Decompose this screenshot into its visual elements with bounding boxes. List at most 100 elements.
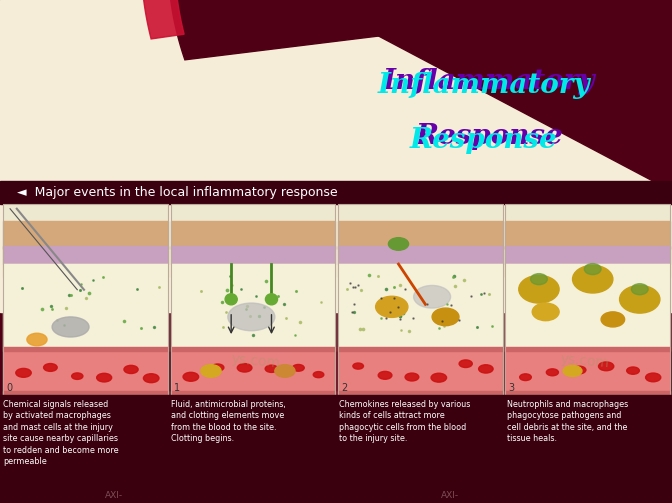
Ellipse shape [631,284,648,295]
Ellipse shape [275,365,295,377]
Text: ys.com: ys.com [230,352,281,370]
Bar [3,391,168,395]
Ellipse shape [620,286,660,313]
Ellipse shape [212,364,224,371]
Bar [171,221,335,249]
Ellipse shape [265,294,278,305]
Bar [171,391,335,395]
Ellipse shape [376,296,408,317]
Bar [3,204,168,395]
Bar [505,347,670,395]
Ellipse shape [44,364,57,371]
Ellipse shape [97,373,112,382]
Ellipse shape [292,365,304,371]
Text: Inflammatory: Inflammatory [383,68,595,95]
Ellipse shape [72,373,83,379]
Bar [171,347,335,351]
Bar [3,347,168,351]
Bar [3,264,168,277]
Ellipse shape [378,371,392,379]
Text: Inflammatory: Inflammatory [378,72,590,99]
Polygon shape [316,0,672,191]
Bar [338,221,503,249]
Bar [0,395,672,503]
Bar [3,246,168,264]
Ellipse shape [532,303,559,321]
Text: AXI-: AXI- [442,491,459,500]
Ellipse shape [627,367,639,374]
Ellipse shape [573,366,586,374]
Bar [338,347,503,351]
Ellipse shape [431,373,447,382]
Bar [0,181,672,204]
Bar [171,204,335,395]
Text: Neutrophils and macrophages
phagocytose pathogens and
cell debris at the site, a: Neutrophils and macrophages phagocytose … [507,400,628,443]
Ellipse shape [405,373,419,381]
Ellipse shape [15,368,32,377]
Polygon shape [168,0,672,60]
Ellipse shape [573,266,613,293]
Ellipse shape [353,363,364,369]
Ellipse shape [646,373,661,382]
Bar [338,204,503,395]
Ellipse shape [546,369,558,376]
Text: 3: 3 [509,383,515,393]
Bar [338,391,503,395]
Ellipse shape [584,264,601,275]
Bar [3,221,168,249]
Bar [171,347,335,395]
Ellipse shape [599,362,614,371]
Ellipse shape [563,366,582,376]
Ellipse shape [413,286,450,308]
Bar [505,246,670,264]
Text: 0: 0 [7,383,13,393]
Bar [0,0,672,312]
Ellipse shape [478,365,493,373]
Bar [3,204,168,395]
Ellipse shape [519,276,559,303]
Ellipse shape [228,303,275,331]
Polygon shape [141,0,639,39]
Ellipse shape [388,238,409,250]
Text: Fluid, antimicrobial proteins,
and clotting elements move
from the blood to the : Fluid, antimicrobial proteins, and clott… [171,400,286,443]
Bar [505,221,670,249]
Text: ◄  Major events in the local inflammatory response: ◄ Major events in the local inflammatory… [17,186,337,199]
Bar [505,391,670,395]
Bar [338,264,503,277]
Bar [338,347,503,395]
Ellipse shape [237,364,252,372]
Ellipse shape [143,374,159,383]
Bar [3,264,168,347]
Text: Chemokines released by various
kinds of cells attract more
phagocytic cells from: Chemokines released by various kinds of … [339,400,470,443]
Ellipse shape [459,360,472,368]
Ellipse shape [313,372,324,378]
Bar [505,347,670,351]
Bar [505,264,670,277]
Ellipse shape [183,372,199,381]
Ellipse shape [432,308,459,326]
Text: Response: Response [415,123,563,150]
Ellipse shape [601,312,625,327]
Ellipse shape [519,374,532,381]
Bar [505,204,670,395]
Ellipse shape [225,294,237,305]
Text: Chemical signals released
by activated macrophages
and mast cells at the injury
: Chemical signals released by activated m… [3,400,119,466]
Text: 2: 2 [341,383,347,393]
Bar [171,246,335,264]
Ellipse shape [124,365,138,374]
Ellipse shape [52,317,89,337]
Bar [505,204,670,395]
Bar [171,204,335,395]
Polygon shape [222,0,644,17]
Bar [338,204,503,395]
Ellipse shape [531,274,547,285]
Bar [338,246,503,264]
Text: 1: 1 [174,383,180,393]
Ellipse shape [201,365,221,377]
Text: AXI-: AXI- [106,491,123,500]
Text: ys.com: ys.com [559,352,610,370]
Ellipse shape [265,365,278,372]
Text: Response: Response [410,127,558,154]
Bar [3,347,168,395]
Ellipse shape [27,333,47,346]
